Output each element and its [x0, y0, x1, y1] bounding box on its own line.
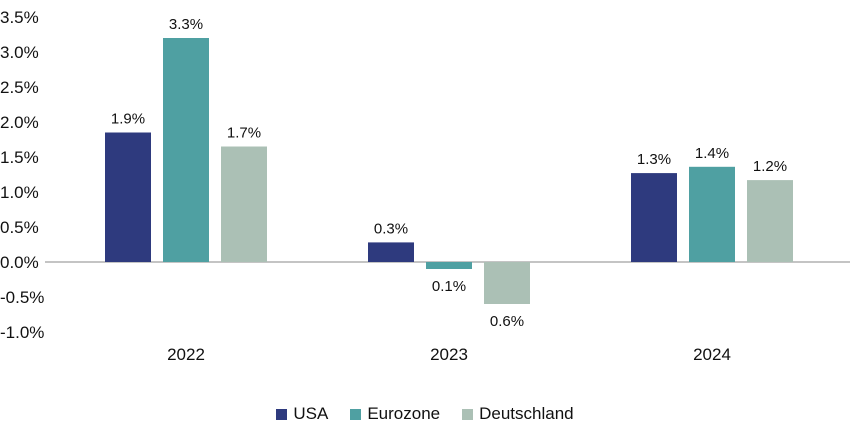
legend-swatch: [276, 408, 288, 420]
y-tick-label: 0.5%: [0, 218, 39, 237]
data-label: 1.4%: [695, 145, 729, 162]
data-label: 0.3%: [374, 220, 408, 237]
y-tick-label: 0.0%: [0, 253, 39, 272]
legend-swatch: [462, 408, 474, 420]
data-label: 1.7%: [227, 125, 261, 142]
bar-eurozone-2023: [426, 262, 472, 269]
x-tick-label: 2024: [693, 345, 731, 364]
y-tick-label: 1.0%: [0, 183, 39, 202]
y-tick-label: 1.5%: [0, 148, 39, 167]
bar-chart: 3.5% 3.0% 2.5% 2.0% 1.5% 1.0% 0.5% 0.0% -0.5% -1.…: [0, 8, 850, 364]
bar-usa-2023: [368, 242, 414, 262]
legend-swatch: [350, 408, 362, 420]
data-label: 1.2%: [753, 158, 787, 175]
legend-label: Eurozone: [367, 404, 441, 423]
legend: USA Eurozone Deutschland: [0, 404, 850, 424]
data-label: 1.3%: [637, 151, 671, 168]
bar-eurozone-2024: [689, 166, 735, 262]
y-tick-label: 2.5%: [0, 78, 39, 97]
y-tick-label: -0.5%: [0, 288, 44, 307]
data-label: 0.1%: [432, 278, 466, 295]
x-tick-label: 2023: [430, 345, 468, 364]
data-label: 0.6%: [490, 313, 524, 330]
bar-usa-2024: [631, 173, 677, 262]
legend-item-usa: USA: [276, 404, 328, 424]
bar-deutschland-2023: [484, 262, 530, 304]
y-tick-label: -1.0%: [0, 323, 44, 342]
legend-item-deutschland: Deutschland: [462, 404, 574, 424]
y-tick-label: 3.0%: [0, 43, 39, 62]
y-tick-label: 3.5%: [0, 8, 39, 27]
data-label: 3.3%: [169, 16, 203, 33]
bar-usa-2022: [105, 132, 151, 262]
legend-label: Deutschland: [479, 404, 574, 423]
bar-deutschland-2022: [221, 146, 267, 262]
y-tick-label: 2.0%: [0, 113, 39, 132]
x-tick-label: 2022: [167, 345, 205, 364]
bar-eurozone-2022: [163, 38, 209, 262]
bar-deutschland-2024: [747, 180, 793, 262]
legend-label: USA: [293, 404, 329, 423]
legend-item-eurozone: Eurozone: [350, 404, 440, 424]
data-label: 1.9%: [111, 111, 145, 128]
